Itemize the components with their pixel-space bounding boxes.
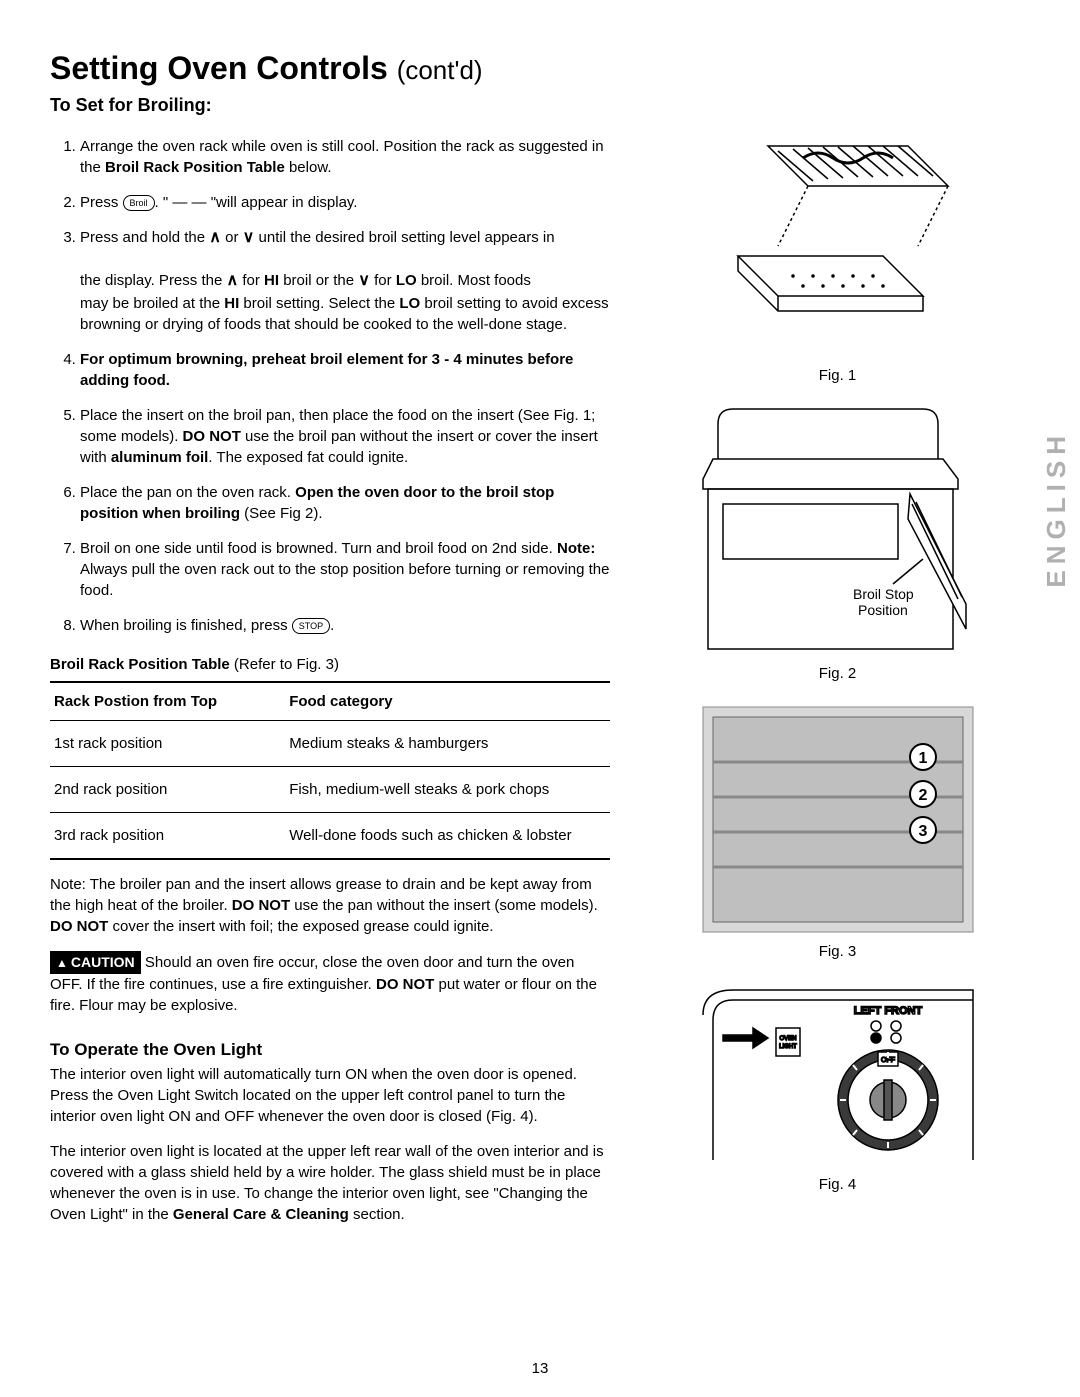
step-1: Arrange the oven rack while oven is stil…	[80, 136, 610, 178]
left-column: Arrange the oven rack while oven is stil…	[50, 136, 610, 1239]
steps-list: Arrange the oven rack while oven is stil…	[50, 136, 610, 636]
svg-text:OFF: OFF	[881, 1057, 895, 1064]
right-column: Fig. 1	[635, 136, 1040, 1239]
figure-1: Fig. 1	[635, 136, 1040, 384]
svg-text:3: 3	[918, 823, 927, 840]
fig4-left-front: LEFT FRONT	[853, 1005, 922, 1017]
step-2: Press Broil. " — — "will appear in displ…	[80, 192, 610, 213]
fig2-caption: Fig. 2	[635, 665, 1040, 682]
figure-3: 1 2 3 Fig. 3	[635, 702, 1040, 960]
fig3-caption: Fig. 3	[635, 943, 1040, 960]
step-6: Place the pan on the oven rack. Open the…	[80, 482, 610, 524]
section-subtitle: To Set for Broiling:	[50, 95, 1040, 116]
caution-text: CAUTION Should an oven fire occur, close…	[50, 951, 610, 1017]
note-text: Note: The broiler pan and the insert all…	[50, 874, 610, 937]
svg-text:OVEN: OVEN	[779, 1036, 796, 1042]
step-5: Place the insert on the broil pan, then …	[80, 405, 610, 468]
arrow-up-icon: ∧	[209, 227, 221, 249]
side-english-label: ENGLISH	[1041, 430, 1072, 588]
table-row: 2nd rack positionFish, medium-well steak…	[50, 766, 610, 812]
svg-text:LIGHT: LIGHT	[779, 1044, 797, 1050]
step-7: Broil on one side until food is browned.…	[80, 538, 610, 601]
table-row: 1st rack positionMedium steaks & hamburg…	[50, 720, 610, 766]
caution-icon: CAUTION	[50, 951, 141, 975]
title-text: Setting Oven Controls	[50, 50, 388, 86]
light-para-1: The interior oven light will automatical…	[50, 1064, 610, 1127]
step-4: For optimum browning, preheat broil elem…	[80, 349, 610, 391]
broil-button-icon: Broil	[123, 195, 155, 211]
step-3: Press and hold the ∧ or ∨ until the desi…	[80, 227, 610, 335]
fig4-caption: Fig. 4	[635, 1176, 1040, 1193]
stop-button-icon: STOP	[292, 618, 330, 634]
fig2-label: Broil Stop Position	[853, 586, 918, 618]
figure-2: Broil Stop Position Fig. 2	[635, 404, 1040, 682]
broil-rack-table: Rack Postion from Top Food category 1st …	[50, 681, 610, 860]
svg-text:1: 1	[918, 750, 927, 767]
figure-4: OVEN LIGHT LEFT FRONT OFF	[635, 980, 1040, 1193]
table-col2: Food category	[285, 682, 610, 721]
svg-text:2: 2	[918, 787, 927, 804]
step-8: When broiling is finished, press STOP.	[80, 615, 610, 636]
fig1-caption: Fig. 1	[635, 367, 1040, 384]
table-title: Broil Rack Position Table (Refer to Fig.…	[50, 656, 610, 673]
table-row: 3rd rack positionWell-done foods such as…	[50, 812, 610, 859]
arrow-down-icon: ∨	[243, 227, 255, 249]
arrow-up-icon: ∧	[226, 270, 238, 292]
page-number: 13	[532, 1360, 549, 1377]
arrow-down-icon: ∨	[358, 270, 370, 292]
table-col1: Rack Postion from Top	[50, 682, 285, 721]
light-heading: To Operate the Oven Light	[50, 1040, 610, 1060]
page-title: Setting Oven Controls (cont'd)	[50, 50, 1040, 87]
title-contd: (cont'd)	[397, 55, 483, 85]
light-para-2: The interior oven light is located at th…	[50, 1141, 610, 1225]
